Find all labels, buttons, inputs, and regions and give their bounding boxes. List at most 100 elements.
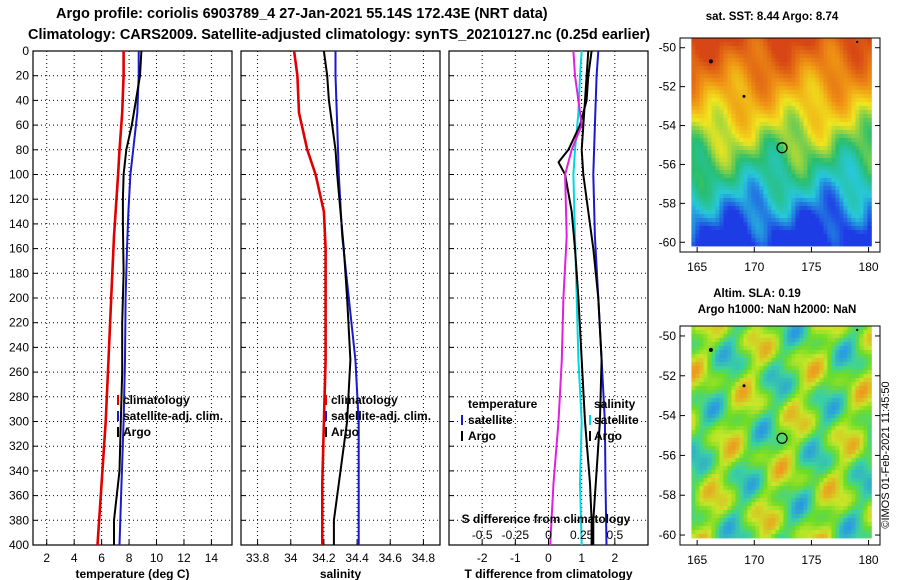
depth-tick-label-17: 340 (9, 464, 29, 478)
depth-tick-label-8: 160 (9, 242, 29, 256)
diff-legend-t-title: temperature (468, 397, 538, 411)
depth-tick-label-4: 80 (16, 143, 30, 157)
depth-tick-label-14: 280 (9, 390, 29, 404)
sla-map-ytick-label-1: -52 (659, 369, 677, 383)
sla-map-group (679, 325, 881, 546)
diff-secondary-tick-label-4: 0.5 (606, 528, 623, 542)
sst-map-frame (679, 37, 881, 253)
temperature-xtick-label-0: 2 (43, 551, 50, 565)
sla-map-field (691, 326, 872, 539)
salinity-xtick-label-3: 34.4 (345, 551, 369, 565)
depth-tick-label-5: 100 (9, 168, 29, 182)
sla-map-ytick-label-3: -56 (659, 448, 677, 462)
footer-stamp: ©IMOS 01-Feb-2021 11:45:50 (880, 381, 892, 528)
depth-tick-label-1: 20 (16, 69, 30, 83)
salinity-legend-entry-2: Argo (331, 425, 359, 439)
sst-map-ytick-label-0: -50 (659, 41, 677, 55)
sla-map-xtick-label-3: 180 (859, 553, 879, 567)
differences-xtick-label-4: 2 (611, 551, 618, 565)
sst-map-island-marker-3 (855, 40, 859, 44)
sst-map-ytick-label-4: -58 (659, 196, 677, 210)
sst-map-ytick-label-1: -52 (659, 80, 677, 94)
differences-xtick-label-1: -1 (510, 551, 521, 565)
depth-tick-label-10: 200 (9, 291, 29, 305)
sst-map-title: sat. SST: 8.44 Argo: 8.74 (706, 11, 839, 23)
sla-map-island-marker-2 (742, 384, 746, 388)
diff-secondary-tick-label-3: 0.25 (570, 528, 594, 542)
sst-map-xtick-label-2: 175 (801, 260, 821, 274)
diff-legend-s-entry-0: satellite (594, 413, 639, 427)
depth-tick-label-13: 260 (9, 365, 29, 379)
salinity-xtick-label-5: 34.8 (412, 551, 436, 565)
diff-secondary-xlabel: S difference from climatology (462, 512, 631, 526)
temperature-xtick-label-2: 6 (98, 551, 105, 565)
depth-tick-label-0: 0 (22, 44, 29, 58)
sla-map-island-marker (708, 347, 713, 352)
sst-map-argo-marker (776, 142, 788, 154)
sla-map-frame (679, 325, 881, 546)
sst-map-xtick-label-3: 180 (859, 260, 879, 274)
sst-map-group (679, 37, 881, 253)
temperature-legend-entry-1: satellite-adj. clim. (123, 409, 223, 423)
temperature-xtick-label-5: 12 (177, 551, 191, 565)
depth-tick-label-20: 400 (9, 538, 29, 552)
differences-series-s-climatology (549, 51, 583, 545)
differences-xtick-label-3: 1 (578, 551, 585, 565)
temperature-xtick-label-1: 4 (71, 551, 78, 565)
diff-legend-t-entry-0: satellite (468, 413, 513, 427)
sla-map-title-1: Altim. SLA: 0.19 (713, 288, 801, 300)
salinity-xtick-label-4: 34.6 (379, 551, 403, 565)
diff-secondary-tick-label-0: -0.5 (472, 528, 493, 542)
temperature-legend-entry-0: climatology (123, 393, 190, 407)
title-line-1: Argo profile: coriolis 6903789_4 27-Jan-… (56, 6, 548, 22)
sla-map-ytick-label-5: -60 (659, 528, 677, 542)
sst-map-ytick-label-2: -54 (659, 119, 677, 133)
differences-series-s-satellite (592, 51, 608, 545)
sst-map-island-marker (708, 59, 713, 64)
sst-map-field (691, 38, 872, 247)
temperature-xtick-label-4: 10 (150, 551, 164, 565)
sla-map-xtick-label-1: 170 (744, 553, 764, 567)
sla-map-island-marker-3 (855, 328, 859, 332)
diff-legend-t-entry-1: Argo (468, 429, 496, 443)
diff-secondary-tick-label-1: -0.25 (502, 528, 530, 542)
salinity-legend-entry-1: satellite-adj. clim. (331, 409, 431, 423)
sst-map-xtick-label-1: 170 (744, 260, 764, 274)
temperature-series-satellite-adj-clim- (118, 51, 140, 545)
differences-xtick-label-0: -2 (477, 551, 488, 565)
salinity-series-climatology (292, 51, 327, 545)
depth-tick-label-19: 380 (9, 513, 29, 527)
salinity-legend-entry-0: climatology (331, 393, 398, 407)
temperature-legend-entry-2: Argo (123, 425, 151, 439)
salinity-xtick-label-2: 34.2 (312, 551, 336, 565)
sla-map-argo-marker (776, 432, 788, 444)
depth-tick-label-16: 320 (9, 439, 29, 453)
sla-map-xtick-label-2: 175 (801, 553, 821, 567)
depth-tick-label-7: 140 (9, 217, 29, 231)
depth-tick-label-12: 240 (9, 340, 29, 354)
depth-tick-label-6: 120 (9, 192, 29, 206)
diff-legend-s-title: salinity (594, 397, 636, 411)
diff-legend-s-entry-1: Argo (594, 429, 622, 443)
depth-tick-label-9: 180 (9, 266, 29, 280)
sst-map-ytick-label-5: -60 (659, 235, 677, 249)
title-line-2: Climatology: CARS2009. Satellite-adjuste… (28, 27, 651, 43)
sst-map-ytick-label-3: -56 (659, 157, 677, 171)
sla-map-ytick-label-0: -50 (659, 329, 677, 343)
depth-tick-label-2: 40 (16, 93, 30, 107)
depth-tick-label-18: 360 (9, 489, 29, 503)
differences-xlabel: T difference from climatology (464, 567, 632, 580)
salinity-series-argo (322, 51, 352, 545)
depth-tick-label-3: 60 (16, 118, 30, 132)
depth-tick-label-15: 300 (9, 415, 29, 429)
temperature-xtick-label-3: 8 (126, 551, 133, 565)
temperature-series-argo (113, 51, 143, 545)
salinity-xtick-label-1: 34 (284, 551, 298, 565)
temperature-series-climatology (96, 51, 125, 545)
salinity-xlabel: salinity (320, 567, 362, 580)
temperature-xlabel: temperature (deg C) (75, 567, 189, 580)
sla-map-title-2: Argo h1000: NaN h2000: NaN (698, 304, 857, 316)
sla-map-ytick-label-2: -54 (659, 409, 677, 423)
depth-tick-label-11: 220 (9, 316, 29, 330)
